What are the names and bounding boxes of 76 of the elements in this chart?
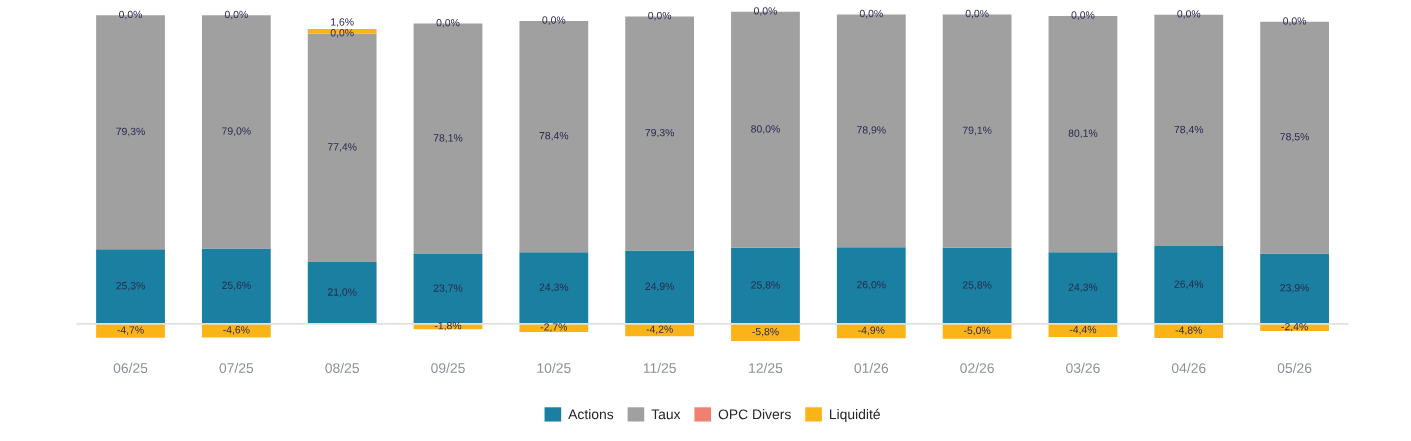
x-tick-label: 04/26 (1171, 362, 1206, 374)
bar (942, 247, 1012, 324)
data-label: 78,4% (1174, 125, 1204, 135)
bar (1154, 246, 1224, 324)
data-label: -2,4% (1281, 322, 1308, 332)
x-tick-label: 09/25 (431, 362, 465, 374)
data-label: -4,9% (858, 326, 885, 336)
data-label: -4,6% (223, 326, 250, 335)
legend-label: Liquidité (829, 408, 880, 422)
data-label: 21,0% (327, 288, 357, 297)
data-label: 26,0% (857, 280, 886, 290)
legend-label: Taux (651, 409, 681, 420)
x-tick-label: 12/25 (749, 362, 783, 374)
bar (836, 247, 906, 324)
data-label: 24,3% (1068, 283, 1098, 293)
data-label: 23,7% (433, 284, 463, 293)
data-label: 25,8% (751, 281, 780, 290)
x-tick-label: 10/25 (537, 362, 571, 374)
data-label: -4,2% (646, 325, 673, 335)
data-label: 23,9% (1280, 284, 1309, 293)
data-label: 25,8% (962, 281, 992, 290)
x-tick-label: 05/26 (1277, 362, 1312, 374)
bar (413, 253, 483, 324)
data-label: 1,6% (331, 18, 354, 27)
data-label: 26,4% (1174, 280, 1204, 289)
bar (96, 249, 165, 324)
x-tick-label: 08/25 (325, 362, 359, 374)
data-label: -2,7% (540, 323, 568, 332)
bar (307, 261, 377, 324)
bar (201, 248, 271, 324)
data-label: 25,3% (116, 282, 145, 291)
data-label: 0,0% (1283, 17, 1307, 26)
x-tick-label: 02/26 (960, 362, 994, 374)
data-label: 79,3% (116, 127, 145, 137)
data-label: 0,0% (436, 18, 460, 28)
bar (625, 250, 695, 324)
bar (519, 252, 589, 324)
data-label: 0,0% (965, 9, 989, 19)
data-label: -5,8% (752, 327, 779, 337)
bar (1048, 252, 1118, 324)
data-label: 0,0% (330, 29, 354, 38)
data-label: -4,7% (117, 326, 144, 335)
data-label: 78,4% (539, 131, 569, 141)
data-label: 78,1% (433, 134, 463, 143)
bar (1260, 253, 1329, 324)
data-label: 77,4% (327, 143, 357, 152)
legend-label: OPC Divers (718, 409, 791, 420)
data-label: 0,0% (542, 16, 566, 25)
data-label: -4,4% (1069, 325, 1097, 335)
data-label: 0,0% (1177, 10, 1201, 19)
data-label: 79,0% (222, 127, 251, 136)
data-label: 79,3% (645, 128, 675, 138)
data-label: 78,9% (857, 126, 886, 135)
x-tick-label: 03/26 (1066, 362, 1100, 374)
data-label: 0,0% (754, 7, 777, 16)
bar (942, 323, 1012, 339)
data-label: 80,0% (751, 125, 780, 134)
data-label: 0,0% (648, 11, 672, 21)
x-tick-label: 11/25 (643, 362, 676, 374)
data-label: 0,0% (1071, 11, 1095, 20)
data-label: 25,6% (222, 281, 251, 291)
data-label: 24,3% (539, 283, 569, 293)
data-label: 24,9% (645, 282, 675, 292)
data-label: -5,0% (963, 326, 991, 336)
x-tick-label: 07/25 (219, 362, 254, 374)
x-tick-label: 01/26 (854, 362, 889, 374)
data-label: 78,5% (1280, 133, 1309, 142)
data-label: 79,1% (962, 126, 992, 136)
data-label: 0,0% (859, 9, 883, 19)
data-label: 0,0% (224, 10, 248, 20)
x-tick-label: 06/25 (113, 362, 148, 374)
data-label: 0,0% (119, 10, 143, 20)
data-label: -4,8% (1175, 326, 1202, 336)
legend-label: Actions (568, 409, 614, 420)
bar (731, 247, 800, 324)
data-label: 80,1% (1068, 129, 1098, 139)
